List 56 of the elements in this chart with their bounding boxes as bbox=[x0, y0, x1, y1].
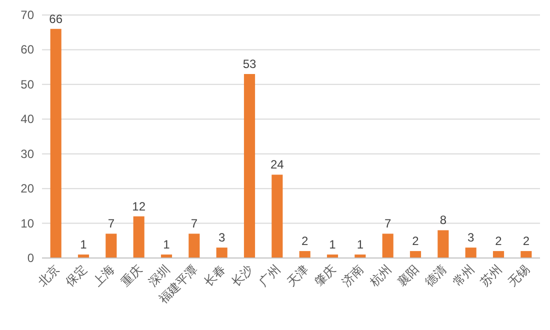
bar bbox=[50, 28, 62, 258]
data-label: 53 bbox=[242, 57, 256, 72]
y-tick-label: 20 bbox=[20, 182, 34, 196]
data-label: 3 bbox=[218, 230, 226, 245]
data-label: 66 bbox=[49, 12, 63, 26]
bar bbox=[244, 74, 256, 258]
y-tick-label: 40 bbox=[20, 112, 34, 126]
x-tick-label: 济南 bbox=[339, 262, 366, 290]
bar bbox=[465, 248, 476, 258]
x-tick-label: 苏州 bbox=[478, 262, 505, 290]
data-label: 7 bbox=[190, 216, 198, 231]
bar bbox=[272, 174, 283, 258]
x-tick-label: 常州 bbox=[450, 262, 477, 290]
bar bbox=[438, 230, 449, 258]
bar bbox=[299, 251, 310, 258]
data-label: 8 bbox=[440, 213, 447, 228]
data-label: 3 bbox=[467, 230, 474, 245]
x-tick-label: 上海 bbox=[90, 262, 118, 290]
data-label: 2 bbox=[412, 234, 420, 248]
y-tick-label: 0 bbox=[27, 251, 34, 265]
data-label: 1 bbox=[80, 238, 88, 252]
data-label: 2 bbox=[522, 234, 530, 248]
bar bbox=[188, 234, 200, 258]
bar bbox=[410, 251, 422, 258]
x-tick-label: 广州 bbox=[256, 262, 284, 290]
bar bbox=[382, 234, 394, 258]
y-tick-label: 10 bbox=[20, 216, 34, 230]
data-label: 2 bbox=[301, 234, 308, 248]
data-label: 24 bbox=[270, 158, 284, 172]
x-tick-label: 德清 bbox=[422, 262, 450, 290]
data-label: 1 bbox=[163, 238, 170, 252]
x-tick-label: 长沙 bbox=[228, 262, 256, 290]
y-tick-label: 60 bbox=[20, 42, 34, 57]
data-label: 1 bbox=[329, 238, 336, 252]
x-tick-label: 长春 bbox=[201, 262, 228, 290]
y-tick-label: 50 bbox=[20, 77, 34, 92]
y-tick-label: 30 bbox=[20, 146, 34, 161]
bar bbox=[106, 234, 117, 258]
x-tick-label: 重庆 bbox=[118, 262, 145, 290]
x-tick-label: 襄阳 bbox=[394, 262, 422, 290]
bar bbox=[133, 216, 144, 258]
bar bbox=[216, 248, 228, 258]
x-tick-label: 保定 bbox=[62, 262, 90, 290]
bar bbox=[520, 251, 532, 258]
bar bbox=[492, 251, 504, 258]
x-tick-label: 北京 bbox=[35, 262, 62, 290]
data-label: 2 bbox=[495, 234, 502, 248]
y-tick-label: 70 bbox=[20, 8, 34, 22]
data-label: 1 bbox=[356, 238, 364, 252]
x-tick-label: 杭州 bbox=[366, 262, 394, 290]
data-label: 7 bbox=[108, 216, 115, 231]
x-tick-label: 无锡 bbox=[505, 262, 532, 290]
x-tick-label: 肇庆 bbox=[312, 262, 339, 290]
x-tick-label: 天津 bbox=[284, 262, 311, 290]
data-label: 7 bbox=[384, 216, 392, 231]
data-label: 12 bbox=[132, 199, 146, 214]
